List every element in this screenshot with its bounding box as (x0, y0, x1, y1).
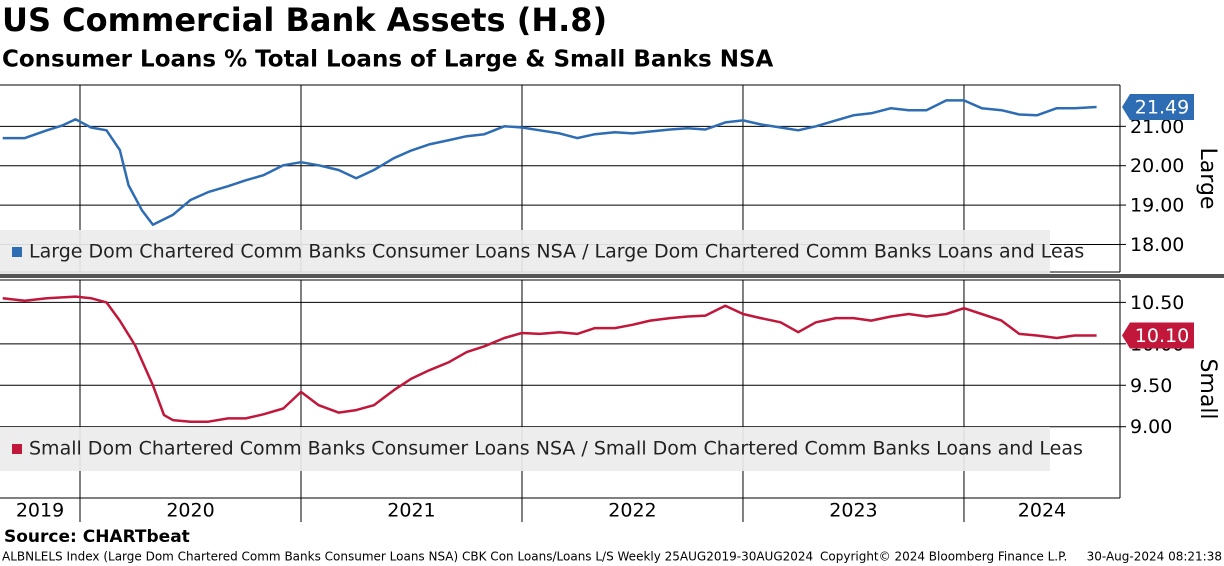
last-value-tag (1122, 94, 1194, 121)
x-year-label: 2021 (387, 500, 435, 522)
legend-swatch (12, 247, 22, 257)
y-tick-label: 9.50 (1130, 375, 1172, 397)
x-year-label: 2024 (1018, 500, 1066, 522)
y-tick-label: 21.00 (1130, 116, 1184, 138)
footer-center: Copyright© 2024 Bloomberg Finance L.P. (820, 550, 1067, 564)
y-tick-label: 19.00 (1130, 195, 1184, 217)
panel-divider (0, 274, 1224, 278)
y-tick-label: 20.00 (1130, 155, 1184, 177)
legend-label: Small Dom Chartered Comm Banks Consumer … (29, 438, 1083, 460)
data-line (2, 295, 1097, 423)
last-value-tag (1122, 322, 1194, 349)
y-axis-title: Small (1195, 358, 1220, 419)
x-year-label: 2020 (166, 500, 214, 522)
y-axis-title: Large (1195, 148, 1220, 210)
legend-swatch (12, 444, 22, 454)
data-line (2, 99, 1097, 227)
y-tick-label: 10.50 (1130, 292, 1184, 314)
legend-box (0, 230, 1050, 274)
x-year-label: 2019 (16, 500, 64, 522)
legend-box (0, 427, 1050, 471)
legend-label: Large Dom Chartered Comm Banks Consumer … (29, 241, 1084, 263)
footer-right: 30-Aug-2024 08:21:38 (1087, 550, 1222, 564)
last-value-label: 21.49 (1135, 97, 1189, 119)
y-tick-label: 18.00 (1130, 234, 1184, 256)
chart-title: US Commercial Bank Assets (H.8) (2, 1, 607, 39)
x-year-label: 2022 (608, 500, 656, 522)
footer-left: ALBNLELS Index (Large Dom Chartered Comm… (2, 550, 813, 564)
chart-subtitle: Consumer Loans % Total Loans of Large & … (2, 47, 774, 73)
y-tick-label: 9.00 (1130, 416, 1172, 438)
last-value-label: 10.10 (1135, 325, 1189, 347)
source: Source: CHARTbeat (4, 527, 190, 547)
x-year-label: 2023 (829, 500, 877, 522)
